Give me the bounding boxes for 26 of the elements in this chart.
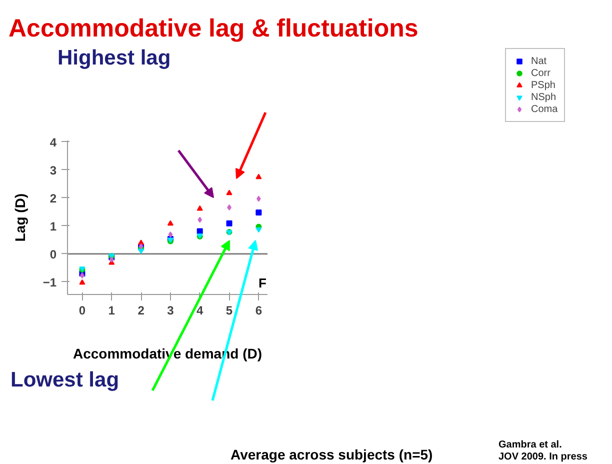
x-tick-label: 1 — [108, 304, 116, 318]
legend-label: Corr — [531, 67, 551, 79]
y-axis-title: Lag (D) — [12, 193, 28, 242]
x-tick-label: 0 — [78, 304, 86, 318]
chart-title: Accommodative lag & fluctuations — [8, 14, 418, 42]
y-tick-label: 3 — [50, 163, 57, 178]
text: Lowest lag — [10, 368, 120, 392]
x-tick-label: 3 — [167, 304, 174, 318]
x-tick-label: 2 — [138, 304, 145, 318]
legend-label: PSph — [531, 79, 556, 91]
x-tick-label: 6 — [255, 304, 262, 318]
y-tick-label: 0 — [50, 247, 57, 262]
legend-label: Coma — [531, 103, 558, 115]
text: Highest lag — [58, 46, 171, 70]
text: JOV 2009. In press — [498, 452, 588, 462]
annotation: F — [258, 276, 266, 290]
y-tick-label: 4 — [50, 135, 57, 150]
y-tick-label: 2 — [50, 191, 57, 206]
legend-label: Nat — [531, 55, 548, 67]
x-tick-label: 4 — [196, 304, 204, 318]
y-tick-label: 1 — [50, 219, 57, 234]
text: Average across subjects (n=5) — [230, 446, 433, 462]
text: Gambra et al. — [498, 440, 562, 450]
x-tick-label: 5 — [226, 304, 233, 318]
y-tick-label: −1 — [42, 275, 57, 290]
legend-label: NSph — [531, 91, 556, 103]
